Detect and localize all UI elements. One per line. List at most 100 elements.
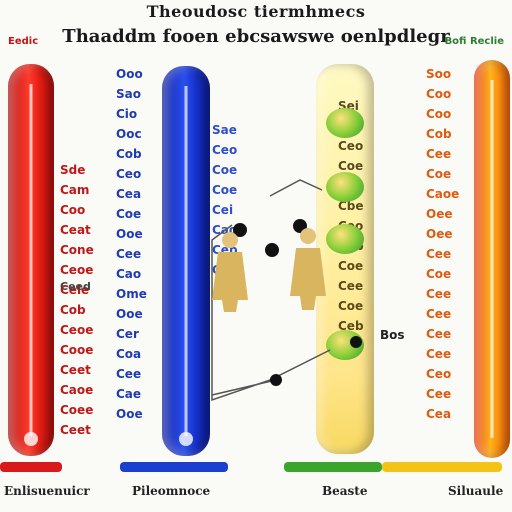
gradient-orb — [326, 224, 364, 254]
column-label: Sae — [212, 123, 237, 137]
column-label: Cbe — [338, 199, 364, 213]
column-label: Coe — [116, 207, 142, 221]
column-label: Cei — [212, 203, 234, 217]
corner-label-right: Bofi Reclie — [444, 36, 504, 47]
column-label: Cee — [426, 387, 452, 401]
column-label: Ceet — [60, 423, 91, 437]
column-label: Ceoe — [60, 323, 94, 337]
node-dot — [233, 223, 247, 237]
column-label: Coe — [338, 159, 364, 173]
red-tube-bulb — [24, 432, 38, 446]
column-label: Ooc — [116, 127, 142, 141]
column-label: Cee — [116, 247, 142, 261]
footer-label: Siluaule — [448, 484, 504, 498]
gradient-orb — [326, 172, 364, 202]
column-label: Soo — [426, 67, 452, 81]
red-label-column: Sde Cam Coo Ceat Cone Ceoe Cele Cob Ceoe Cooe Ceet… — [60, 160, 112, 440]
base-bar-yellow — [382, 462, 502, 472]
column-label: Ooe — [116, 407, 143, 421]
blue-label-column: Ooo Sao Cio Ooc Cob Ceo Cea Coe Ooe Cee Cao Ome Ooe C… — [116, 64, 160, 424]
legend-left: Ceed — [60, 280, 91, 293]
column-label: Ceb — [338, 319, 364, 333]
column-label: Ooe — [116, 227, 143, 241]
footer-label: Pileomnoce — [132, 484, 211, 498]
column-label: Cae — [116, 387, 142, 401]
column-label: Caoe — [60, 383, 94, 397]
column-label: Coo — [426, 107, 452, 121]
column-label: Cee — [116, 367, 142, 381]
column-label: Ceat — [60, 223, 91, 237]
column-label: Oee — [426, 227, 453, 241]
column-label: Cio — [116, 107, 138, 121]
column-label: Caoe — [426, 187, 460, 201]
blue-tube-bulb — [179, 432, 193, 446]
column-label: Ooo — [116, 67, 143, 81]
column-label: Ooe — [116, 307, 143, 321]
orange-tube-scale — [490, 80, 494, 438]
column-label: Coa — [116, 347, 142, 361]
column-label: Ceo — [116, 167, 142, 181]
column-label: Cam — [60, 183, 90, 197]
blue-tube-scale — [184, 86, 188, 436]
person-figure-left — [212, 232, 248, 312]
column-label: Cooe — [60, 343, 94, 357]
blue-thermometer-tube — [162, 66, 210, 456]
person-figure-right — [290, 228, 326, 310]
node-dot — [270, 374, 282, 386]
legend-right: Bos — [380, 328, 405, 342]
column-label: Coe — [426, 267, 452, 281]
column-label: Cee — [426, 147, 452, 161]
column-label: Ceo — [212, 143, 238, 157]
column-label: Ceet — [60, 363, 91, 377]
column-label: Cer — [116, 327, 139, 341]
column-label: Cone — [60, 243, 94, 257]
column-label: Ome — [116, 287, 147, 301]
column-label: Sde — [60, 163, 86, 177]
column-label: Cele — [60, 283, 90, 297]
column-label: Sao — [116, 87, 141, 101]
column-label: Coe — [426, 167, 452, 181]
column-label: Ceo — [338, 139, 364, 153]
node-dot — [265, 243, 279, 257]
column-label: Cea — [116, 187, 142, 201]
column-label: Oee — [426, 207, 453, 221]
column-label: Cee — [426, 247, 452, 261]
connector-line — [269, 179, 323, 197]
column-label: Cee — [426, 307, 452, 321]
column-label: Cea — [426, 407, 452, 421]
column-label: Coo — [426, 87, 452, 101]
column-label: Cao — [116, 267, 142, 281]
column-label: Cob — [116, 147, 142, 161]
column-label: Cob — [60, 303, 86, 317]
title-line-1: Theoudosc tiermhmecs — [146, 2, 366, 21]
corner-label-left: Eedic — [8, 36, 39, 47]
column-label: Coo — [60, 203, 86, 217]
column-label: Coe — [338, 259, 364, 273]
connector-line — [211, 379, 277, 396]
column-label: Coee — [60, 403, 94, 417]
title-line-2: Thaaddm fooen ebcsawswe oenlpdlegr — [62, 26, 450, 47]
footer-label: Beaste — [322, 484, 368, 498]
base-bar-red — [0, 462, 62, 472]
orange-label-column: Soo Coo Coo Cob Cee Coe Caoe Oee Oee Cee Coe Cee Cee… — [426, 64, 470, 424]
gradient-orb — [326, 108, 364, 138]
node-dot — [350, 336, 362, 348]
connector-line — [211, 224, 331, 402]
column-label: Cee — [426, 327, 452, 341]
red-thermometer-tube — [8, 64, 54, 456]
footer-label: Enlisuenuicr — [4, 484, 90, 498]
column-label: Coe — [212, 183, 238, 197]
red-tube-scale — [29, 84, 33, 436]
column-label: Ceo — [426, 367, 452, 381]
base-bar-green — [284, 462, 382, 472]
column-label: Cee — [426, 287, 452, 301]
column-label: Cee — [338, 279, 364, 293]
column-label: Cob — [426, 127, 452, 141]
column-label: Cee — [426, 347, 452, 361]
column-label: Coe — [212, 163, 238, 177]
column-label: Ceoe — [60, 263, 94, 277]
orange-thermometer-tube — [474, 60, 510, 458]
base-bar-blue — [120, 462, 228, 472]
column-label: Coe — [338, 299, 364, 313]
